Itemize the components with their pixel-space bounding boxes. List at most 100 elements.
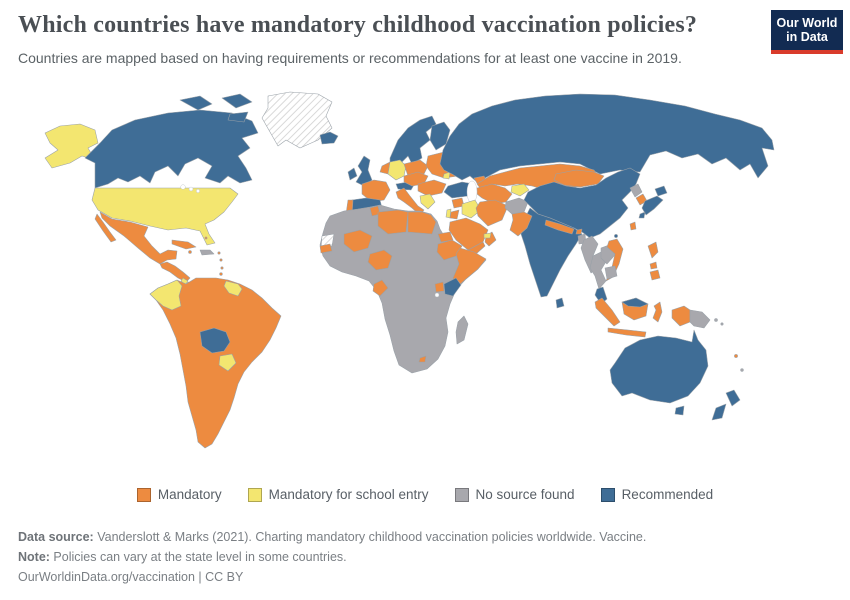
country-jordan[interactable] — [449, 209, 460, 220]
country-tasmania[interactable] — [674, 405, 685, 416]
country-madagascar[interactable] — [455, 315, 469, 345]
region-central-america[interactable] — [159, 261, 191, 283]
country-hainan[interactable] — [614, 234, 618, 238]
country-mexico-baja[interactable] — [94, 213, 117, 243]
country-cambodia[interactable] — [604, 265, 618, 280]
country-france[interactable] — [361, 179, 391, 203]
lake-victoria — [434, 292, 440, 298]
country-taiwan[interactable] — [629, 221, 637, 231]
country-bolivia[interactable] — [199, 327, 231, 354]
country-iran[interactable] — [475, 199, 509, 227]
country-bhutan[interactable] — [575, 228, 583, 235]
country-malaysia-borneo[interactable] — [621, 297, 649, 308]
country-gabon[interactable] — [372, 279, 389, 297]
owid-logo[interactable]: Our World in Data — [771, 10, 843, 54]
country-new-zealand[interactable] — [711, 389, 741, 421]
country-indonesia-sulawesi[interactable] — [652, 301, 663, 323]
country-new-caledonia[interactable] — [740, 368, 744, 372]
country-trinidad[interactable] — [219, 272, 223, 276]
country-pakistan[interactable] — [509, 211, 533, 237]
legend-swatch-recommended — [600, 487, 615, 502]
country-indonesia-sumatra[interactable] — [594, 297, 621, 327]
country-eritrea[interactable] — [437, 231, 454, 243]
legend-item-school-entry[interactable]: Mandatory for school entry — [247, 487, 429, 502]
country-colombia[interactable] — [149, 279, 183, 311]
country-greece[interactable] — [419, 193, 436, 210]
country-lesotho[interactable] — [418, 355, 427, 363]
country-greenland-no-data[interactable] — [261, 91, 333, 149]
country-uganda[interactable] — [434, 281, 445, 293]
legend-swatch-school-entry — [247, 487, 262, 502]
legend-item-mandatory[interactable]: Mandatory — [136, 487, 222, 502]
country-nigeria[interactable] — [367, 249, 393, 271]
country-iceland[interactable] — [319, 131, 339, 145]
country-vanuatu[interactable] — [734, 354, 738, 358]
region-south-america[interactable] — [149, 277, 282, 449]
country-indonesia-papua[interactable] — [671, 305, 691, 327]
note-label: Note: — [18, 550, 50, 564]
legend-swatch-mandatory — [136, 487, 151, 502]
great-lakes — [188, 186, 194, 192]
country-poland[interactable] — [403, 159, 429, 177]
country-mali[interactable] — [343, 229, 373, 253]
country-indonesia-java[interactable] — [607, 327, 647, 338]
country-libya[interactable] — [377, 209, 409, 235]
country-papua-new-guinea[interactable] — [689, 309, 711, 329]
country-russia[interactable] — [439, 93, 775, 183]
country-ireland[interactable] — [347, 167, 358, 181]
legend-label-no-source: No source found — [475, 487, 575, 502]
lesser-antilles[interactable] — [217, 251, 221, 255]
lesser-antilles[interactable] — [220, 266, 224, 270]
country-iraq[interactable] — [461, 199, 482, 219]
legend-item-recommended[interactable]: Recommended — [600, 487, 713, 502]
country-uae[interactable] — [483, 232, 492, 239]
note-text: Policies can vary at the state level in … — [49, 550, 347, 564]
country-sri-lanka[interactable] — [555, 297, 565, 309]
country-egypt[interactable] — [407, 211, 437, 235]
legend-swatch-no-source — [454, 487, 469, 502]
country-somalia[interactable] — [452, 247, 487, 287]
country-paraguay[interactable] — [218, 353, 237, 372]
solomon-islands[interactable] — [720, 322, 724, 326]
country-japan[interactable] — [638, 185, 668, 219]
country-western-sahara-no-data[interactable] — [320, 233, 335, 249]
chart-footer: Data source: Vanderslott & Marks (2021).… — [18, 527, 818, 587]
country-alaska[interactable] — [44, 123, 99, 169]
country-united-states[interactable] — [91, 187, 239, 246]
country-senegal[interactable] — [319, 243, 333, 254]
country-canada-arctic-islands[interactable] — [179, 93, 253, 123]
country-philippines[interactable] — [647, 241, 661, 281]
data-source-line: Data source: Vanderslott & Marks (2021).… — [18, 527, 818, 547]
country-mexico[interactable] — [99, 211, 178, 265]
world-map — [0, 88, 850, 480]
country-australia[interactable] — [609, 329, 709, 404]
country-nepal[interactable] — [544, 219, 575, 235]
country-canada[interactable] — [84, 109, 259, 189]
country-bahamas[interactable] — [204, 236, 208, 240]
country-north-korea[interactable] — [629, 183, 643, 198]
solomon-islands[interactable] — [714, 318, 718, 322]
data-source-label: Data source: — [18, 530, 94, 544]
region-balkans[interactable] — [417, 179, 447, 197]
page-subtitle: Countries are mapped based on having req… — [18, 50, 682, 66]
lesser-antilles[interactable] — [219, 258, 223, 262]
country-germany[interactable] — [387, 159, 407, 181]
legend-item-no-source[interactable]: No source found — [454, 487, 575, 502]
country-hispaniola[interactable] — [199, 249, 215, 256]
country-cuba[interactable] — [171, 239, 197, 250]
country-moldova[interactable] — [442, 171, 451, 180]
data-source-text: Vanderslott & Marks (2021). Charting man… — [93, 530, 647, 544]
great-lakes — [180, 184, 186, 190]
country-kyrgyzstan-tajikistan[interactable] — [510, 183, 530, 197]
owid-logo-line1: Our World — [776, 15, 838, 30]
attribution-link[interactable]: OurWorldinData.org/vaccination | CC BY — [18, 570, 244, 584]
caspian-sea — [466, 180, 478, 204]
country-jamaica[interactable] — [188, 250, 192, 254]
great-lakes — [196, 189, 200, 193]
country-kenya[interactable] — [443, 277, 462, 297]
country-guyana-suriname[interactable] — [223, 280, 243, 297]
country-united-kingdom[interactable] — [355, 155, 373, 187]
country-ethiopia[interactable] — [436, 239, 463, 261]
country-vietnam[interactable] — [605, 238, 624, 282]
